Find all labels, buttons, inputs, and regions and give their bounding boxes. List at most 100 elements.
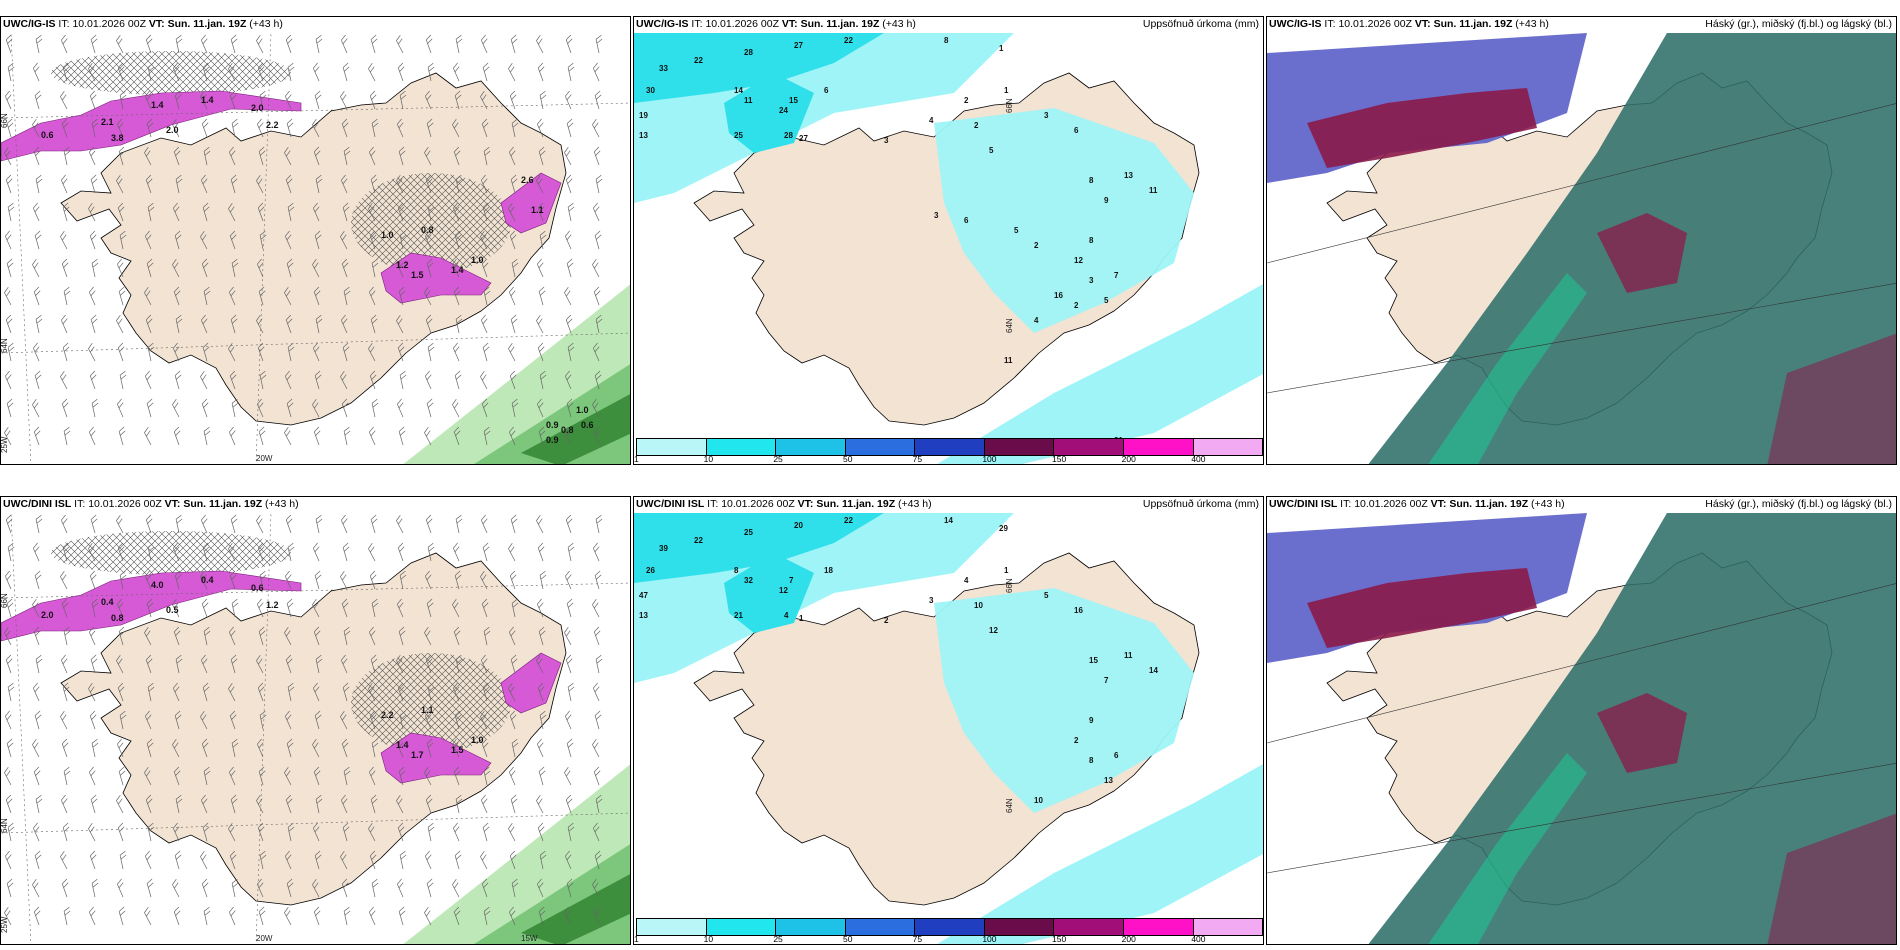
barb-flag [539, 546, 545, 552]
wind-barb [426, 878, 434, 898]
barb-shaft [536, 520, 544, 534]
barb-flag [35, 630, 41, 636]
precip-value-label: 0.6 [581, 420, 594, 430]
barb-flag [567, 202, 574, 208]
barb-flag [232, 178, 238, 184]
barb-shaft [427, 827, 432, 842]
barb-flag [453, 202, 458, 209]
barb-flag [6, 258, 13, 264]
barb-flag [456, 574, 462, 580]
barb-flag [370, 174, 377, 180]
wind-barb [7, 342, 15, 362]
barb-flag [455, 770, 461, 776]
wind-barb [565, 34, 573, 54]
barb-flag [287, 658, 293, 664]
barb-flag [6, 234, 12, 241]
barb-flag [260, 430, 266, 436]
lat-label: 66N [1005, 98, 1014, 113]
barb-flag [341, 738, 348, 745]
barb-shaft [508, 772, 516, 786]
barb-flag [427, 682, 434, 688]
wind-barb [259, 90, 267, 110]
barb-flag [232, 122, 239, 128]
wind-barb [175, 654, 183, 674]
barb-shaft [259, 95, 264, 110]
barb-flag [425, 654, 432, 661]
wind-barb [340, 710, 348, 730]
legend-tick-label: 1 [634, 454, 639, 464]
barb-shaft [258, 151, 264, 166]
barb-flag [4, 906, 9, 913]
barb-flag [145, 90, 150, 97]
barb-shaft [172, 348, 180, 362]
barb-flag [595, 630, 601, 636]
barb-flag [314, 850, 321, 856]
barb-flag [483, 766, 490, 772]
legend-tick-label: 400 [1191, 454, 1206, 464]
barb-flag [200, 370, 205, 377]
barb-shaft [312, 828, 320, 842]
barb-flag [371, 374, 377, 380]
barb-shaft [455, 179, 460, 194]
barb-flag [455, 150, 461, 156]
barb-flag [315, 630, 321, 636]
vt-value: Sun. 11.jan. 19Z [1449, 498, 1529, 510]
barb-shaft [510, 659, 516, 674]
barb-flag [258, 178, 263, 185]
barb-flag [511, 574, 517, 580]
wind-barb [202, 342, 210, 362]
vt-label: VT: [164, 498, 181, 510]
barb-flag [7, 318, 13, 324]
barb-flag [399, 826, 405, 832]
wind-barb [396, 34, 404, 54]
barb-flag [594, 882, 599, 889]
wind-barb [144, 286, 152, 306]
wind-barb [396, 314, 404, 334]
wind-barb [6, 598, 14, 618]
barb-flag [594, 122, 599, 129]
snow-hatch [51, 51, 291, 95]
barb-shaft [340, 716, 348, 730]
wind-barb [6, 398, 14, 418]
barb-flag [33, 822, 38, 829]
barb-flag [452, 118, 457, 125]
barb-shaft [455, 519, 460, 534]
grid-line [1267, 103, 1896, 264]
barb-shaft [91, 603, 96, 618]
barb-flag [509, 850, 516, 857]
accum-value-label: 3 [1089, 276, 1094, 285]
wind-barb [90, 314, 98, 334]
wind-barb [285, 514, 293, 534]
barb-shaft [35, 39, 40, 54]
barb-flag [147, 822, 154, 828]
barb-flag [120, 630, 126, 636]
wind-barb [371, 258, 379, 278]
wind-barb [368, 542, 376, 562]
barb-flag [482, 234, 487, 241]
barb-shaft [427, 547, 432, 562]
barb-flag [481, 878, 488, 885]
barb-flag [89, 906, 94, 913]
wind-barb [7, 62, 15, 82]
barb-flag [509, 766, 514, 773]
barb-shaft [566, 743, 572, 758]
barb-flag [117, 878, 122, 885]
barb-flag [342, 318, 348, 325]
wind-barb [4, 626, 12, 646]
accum-value-label: 6 [1074, 126, 1079, 135]
barb-shaft [511, 123, 516, 138]
barb-flag [539, 370, 546, 376]
barb-flag [372, 742, 379, 748]
wind-barb [368, 766, 376, 786]
barb-flag [146, 854, 152, 861]
barb-flag [7, 38, 13, 44]
barb-flag [144, 766, 149, 773]
barb-flag [316, 234, 322, 240]
barb-flag [148, 206, 155, 212]
low-cloud-area [1597, 693, 1687, 773]
wind-barb [34, 230, 42, 250]
barb-flag [453, 62, 458, 69]
barb-flag [368, 342, 373, 349]
wind-barb [340, 850, 348, 870]
barb-flag [427, 342, 434, 348]
